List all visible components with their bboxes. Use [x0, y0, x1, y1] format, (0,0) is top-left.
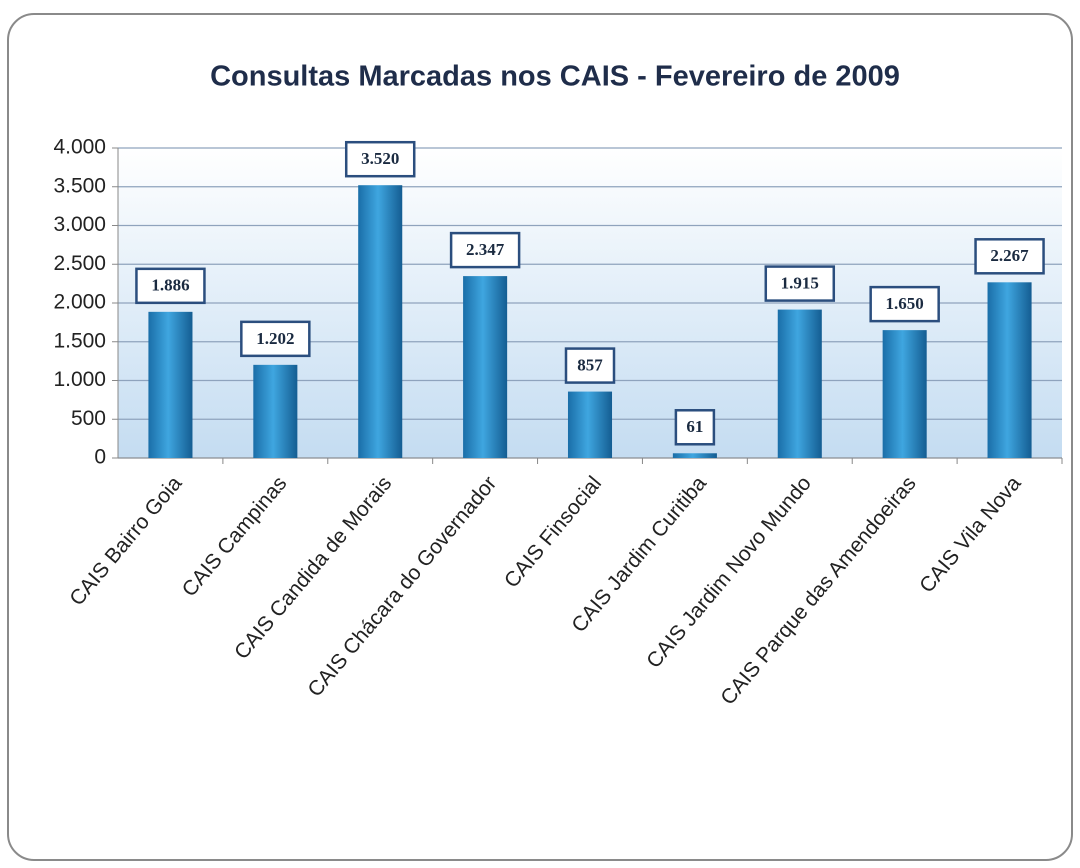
y-tick-label: 3.500: [53, 174, 106, 197]
y-tick-label: 2.000: [53, 291, 106, 314]
value-label-box: [240, 320, 311, 358]
bar: [358, 185, 403, 458]
bar: [567, 391, 613, 458]
y-tick-label: 4.000: [53, 136, 106, 159]
bar: [987, 282, 1032, 458]
value-label: 1.915: [781, 273, 819, 292]
y-tick-label: 500: [71, 407, 106, 430]
value-label-box: [674, 409, 716, 446]
y-tick-label: 2.500: [53, 252, 106, 275]
chart-title: Consultas Marcadas nos CAIS - Fevereiro …: [210, 61, 900, 93]
value-label: 1.886: [151, 276, 189, 295]
bar: [148, 311, 193, 458]
value-label: 2.267: [990, 246, 1029, 265]
value-label-box: [449, 231, 521, 269]
value-label: 61: [686, 417, 703, 436]
value-label-box: [344, 140, 416, 178]
value-label: 3.520: [361, 149, 399, 168]
value-label-box: [764, 265, 836, 302]
y-tick-label: 0: [94, 446, 106, 469]
bar: [253, 364, 298, 458]
y-tick-label: 1.500: [53, 329, 106, 352]
value-label: 2.347: [466, 240, 505, 259]
value-label-box: [135, 267, 206, 305]
value-label-box: [869, 285, 940, 323]
bar: [777, 309, 822, 458]
value-label: 857: [577, 355, 603, 374]
value-label-box: [974, 238, 1045, 275]
bar: [463, 276, 508, 458]
bar: [672, 453, 717, 458]
y-tick-label: 3.000: [53, 213, 106, 236]
value-label: 1.202: [256, 329, 294, 348]
value-label-box: [564, 347, 616, 384]
value-label: 1.650: [886, 294, 924, 313]
bar: [882, 330, 927, 458]
y-tick-label: 1.000: [53, 368, 106, 391]
